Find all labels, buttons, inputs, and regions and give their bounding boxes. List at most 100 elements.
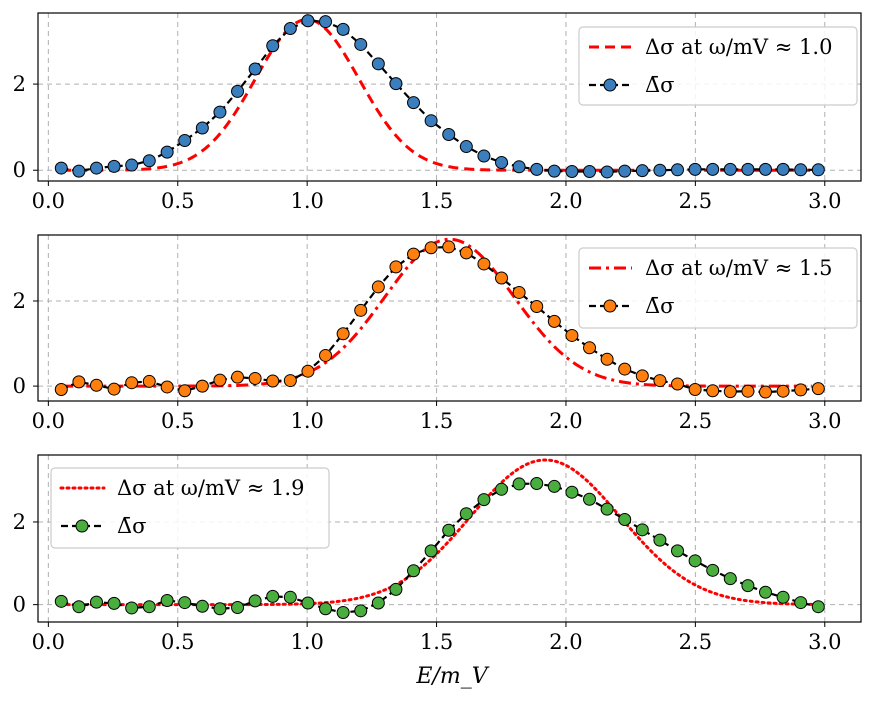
data-point: [371, 280, 385, 294]
data-point: [336, 605, 350, 619]
data-point: [530, 477, 544, 491]
x-tick-label: 3.0: [808, 189, 841, 213]
series-line: [60, 245, 819, 394]
data-point: [371, 57, 385, 71]
x-tick-label: 3.0: [808, 630, 841, 654]
data-point: [160, 594, 174, 608]
data-point: [442, 523, 456, 537]
data-point: [301, 14, 315, 28]
legend-box: [578, 26, 858, 106]
data-point: [741, 162, 755, 176]
axes-frame: [37, 454, 862, 623]
y-tick-label: 0: [13, 593, 26, 617]
data-point: [794, 163, 808, 177]
data-point: [723, 572, 737, 586]
data-point: [653, 533, 667, 547]
legend-box: [50, 467, 330, 549]
data-point: [459, 507, 473, 521]
data-point: [530, 300, 544, 314]
data-point: [389, 260, 403, 274]
data-point: [583, 492, 597, 506]
data-point: [107, 596, 121, 610]
data-point: [565, 485, 579, 499]
y-tick-label: 2: [13, 72, 26, 96]
data-point: [72, 164, 86, 178]
data-point: [178, 596, 192, 610]
data-point: [178, 384, 192, 398]
data-point: [283, 590, 297, 604]
data-point: [142, 374, 156, 388]
data-point: [653, 374, 667, 388]
data-point: [354, 37, 368, 51]
data-point: [741, 579, 755, 593]
x-tick-label: 0.5: [161, 409, 194, 433]
data-point: [231, 601, 245, 615]
data-point: [671, 544, 685, 558]
data-point: [759, 162, 773, 176]
data-point: [653, 163, 667, 177]
y-tick-label: 0: [13, 158, 26, 182]
data-point: [283, 374, 297, 388]
data-point: [195, 121, 209, 135]
legend: Δσ at ω/mV ≈ 1.0 Δ̄σ: [578, 26, 858, 106]
axes-frame: [37, 12, 862, 182]
axes-frame: [37, 234, 862, 402]
data-point: [195, 599, 209, 613]
data-point: [776, 162, 790, 176]
data-point: [530, 162, 544, 176]
data-point: [776, 384, 790, 398]
data-point: [547, 164, 561, 178]
data-point: [125, 601, 139, 615]
data-point: [618, 512, 632, 526]
x-tick-label: 1.0: [290, 630, 323, 654]
data-point: [389, 77, 403, 91]
data-point: [283, 22, 297, 36]
data-point: [477, 257, 491, 271]
data-point: [600, 165, 614, 179]
data-point: [389, 582, 403, 596]
data-point: [178, 134, 192, 148]
data-point: [248, 62, 262, 76]
x-tick-label: 2.5: [679, 630, 712, 654]
x-tick-label: 2.0: [549, 189, 582, 213]
data-point: [354, 604, 368, 618]
data-point: [319, 602, 333, 616]
data-point: [89, 161, 103, 175]
data-point: [706, 563, 720, 577]
data-point: [671, 377, 685, 391]
data-point: [794, 383, 808, 397]
data-point: [618, 164, 632, 178]
data-point: [600, 352, 614, 366]
legend-label-series: Δ̄σ: [645, 294, 675, 318]
data-point: [160, 380, 174, 394]
data-point: [512, 160, 526, 174]
data-point: [54, 594, 68, 608]
data-point: [72, 600, 86, 614]
data-point: [266, 374, 280, 388]
data-point: [811, 163, 825, 177]
legend-box: [578, 247, 858, 329]
x-tick-label: 0.5: [161, 189, 194, 213]
x-tick-label: 0.0: [32, 189, 65, 213]
data-point: [336, 22, 350, 36]
legend-label-reference: Δσ at ω/mV ≈ 1.5: [645, 256, 832, 280]
data-point: [407, 96, 421, 110]
data-point: [213, 602, 227, 616]
x-tick-label: 1.5: [420, 409, 453, 433]
data-point: [618, 362, 632, 376]
data-point: [301, 596, 315, 610]
data-point: [512, 285, 526, 299]
data-point: [407, 247, 421, 261]
data-point: [741, 384, 755, 398]
data-point: [107, 159, 121, 173]
legend-marker: [603, 299, 617, 313]
data-point: [547, 479, 561, 493]
x-tick-label: 1.0: [290, 409, 323, 433]
data-point: [107, 382, 121, 396]
data-point: [565, 328, 579, 342]
data-point: [54, 383, 68, 397]
data-point: [688, 383, 702, 397]
